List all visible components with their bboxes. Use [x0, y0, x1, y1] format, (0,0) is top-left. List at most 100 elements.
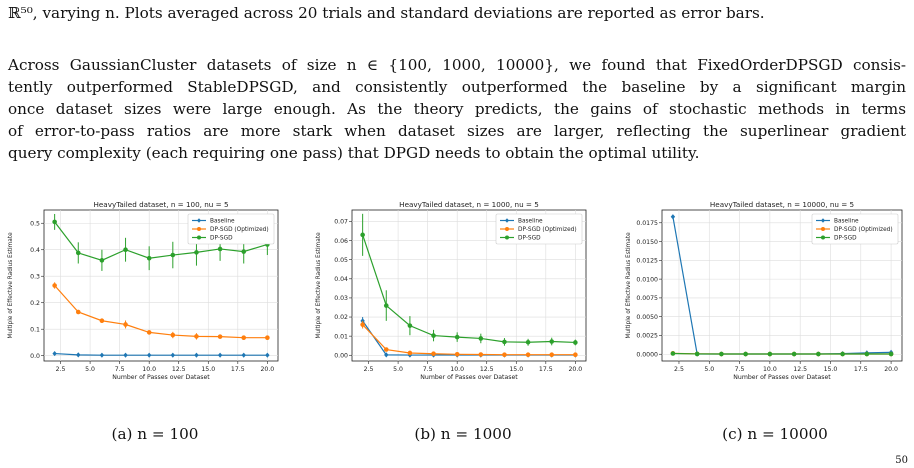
data-point: [454, 334, 460, 340]
data-point: [502, 339, 507, 345]
x-tick-label: 20.0: [568, 366, 582, 373]
data-point: [431, 333, 436, 338]
y-tick-label: 0.07: [334, 219, 348, 226]
legend-label: DP-SGD: [210, 236, 233, 242]
caption-a: (a) n = 100: [111, 425, 199, 443]
x-tick-label: 15.0: [509, 366, 523, 373]
data-point: [76, 352, 81, 358]
para-line-2: tently outperformed StableDPSGD, and con…: [8, 78, 906, 96]
data-point: [241, 352, 246, 358]
data-point: [99, 352, 105, 358]
series-line: [362, 234, 576, 344]
plot-frame: [351, 209, 587, 362]
data-point: [75, 309, 81, 315]
data-point: [525, 339, 531, 345]
legend-label: DP-SGD (Optimized): [834, 227, 893, 233]
y-tick-label: 0.0125: [636, 258, 658, 265]
x-tick-label: 10.0: [450, 366, 464, 373]
para-line-4: of error-to-pass ratios are more stark w…: [8, 122, 906, 140]
data-point: [431, 351, 436, 357]
legend-label: Baseline: [210, 219, 235, 225]
data-point: [816, 351, 821, 357]
x-tick-label: 15.0: [824, 366, 838, 373]
y-tick-label: 0.0: [30, 353, 40, 360]
data-point: [170, 332, 176, 338]
data-point: [743, 351, 748, 357]
data-point: [241, 249, 247, 254]
x-tick-label: 5.0: [85, 366, 95, 373]
legend-marker: [821, 227, 825, 231]
data-point: [549, 352, 555, 357]
y-tick-label: 0.00: [334, 352, 348, 359]
legend-box: [495, 213, 583, 245]
chart-title: HeavyTailed dataset, n = 10000, nu = 5: [710, 200, 854, 209]
x-tick-label: 5.0: [393, 366, 403, 373]
legend-marker: [505, 235, 509, 240]
x-tick-label: 5.0: [704, 366, 714, 373]
data-point: [123, 322, 128, 327]
data-point: [194, 250, 199, 255]
data-point: [170, 252, 176, 258]
data-point: [888, 351, 894, 357]
data-point: [719, 351, 724, 357]
legend: Baseline DP-SGD (Optimized) DP-SGD: [187, 213, 275, 245]
x-tick-label: 17.5: [539, 366, 553, 373]
data-point: [840, 351, 845, 357]
data-point: [123, 352, 128, 358]
legend-label: DP-SGD (Optimized): [518, 227, 577, 233]
data-point: [360, 232, 365, 238]
data-point: [360, 322, 365, 327]
data-point: [52, 283, 57, 288]
data-point: [478, 336, 484, 341]
data-point: [170, 352, 176, 358]
chart-n1000: HeavyTailed dataset, n = 1000, nu = 5 0.0…: [316, 200, 587, 381]
legend-label: DP-SGD: [518, 236, 541, 242]
x-tick-label: 2.5: [56, 366, 66, 373]
data-point: [146, 352, 152, 358]
caption-c: (c) n = 10000: [722, 425, 828, 443]
caption-b: (b) n = 1000: [414, 425, 512, 443]
x-axis-label: Number of Passes over Dataset: [112, 374, 210, 381]
data-point: [241, 335, 247, 340]
legend-marker: [505, 227, 509, 231]
data-point: [454, 352, 460, 357]
y-tick-label: 0.0025: [636, 333, 658, 340]
y-tick-label: 0.01: [334, 333, 348, 340]
x-tick-label: 2.5: [674, 366, 684, 373]
y-axis-label: Multiple of Effective Radius Estimate: [8, 232, 14, 339]
y-tick-label: 0.0000: [636, 351, 658, 358]
legend-label: DP-SGD: [834, 236, 857, 242]
x-tick-label: 17.5: [231, 366, 245, 373]
x-tick-label: 12.5: [793, 366, 807, 373]
y-tick-label: 0.0100: [636, 276, 658, 283]
y-tick-label: 0.0050: [636, 314, 658, 321]
x-tick-label: 10.0: [142, 366, 156, 373]
data-point: [194, 334, 199, 339]
series-line: [54, 352, 268, 356]
data-point: [670, 214, 676, 220]
y-tick-label: 0.3: [30, 273, 40, 280]
chart-title: HeavyTailed dataset, n = 1000, nu = 5: [399, 200, 539, 209]
y-tick-label: 0.5: [30, 220, 40, 227]
data-point: [52, 350, 57, 357]
data-point: [123, 247, 128, 253]
x-axis-label: Number of Passes over Dataset: [420, 374, 518, 381]
y-tick-label: 0.4: [30, 247, 40, 254]
data-point: [407, 323, 413, 328]
data-point: [265, 335, 270, 340]
data-point: [549, 339, 555, 344]
data-point: [478, 352, 484, 357]
data-point: [146, 330, 152, 335]
y-tick-label: 0.03: [334, 295, 348, 302]
body-paragraph: Across GaussianCluster datasets of size …: [8, 54, 906, 164]
data-point: [694, 351, 700, 357]
y-tick-label: 0.02: [334, 314, 348, 321]
data-point: [194, 352, 199, 358]
intro-line: ℝ⁵⁰, varying n. Plots averaged across 20…: [8, 4, 765, 22]
y-tick-label: 0.0075: [636, 295, 658, 302]
chart-n10000: HeavyTailed dataset, n = 10000, nu = 5 0.…: [626, 200, 903, 381]
y-tick-label: 0.2: [30, 300, 40, 307]
data-point: [99, 318, 105, 324]
para-line-1: Across GaussianCluster datasets of size …: [8, 56, 906, 74]
legend-marker: [505, 218, 509, 223]
